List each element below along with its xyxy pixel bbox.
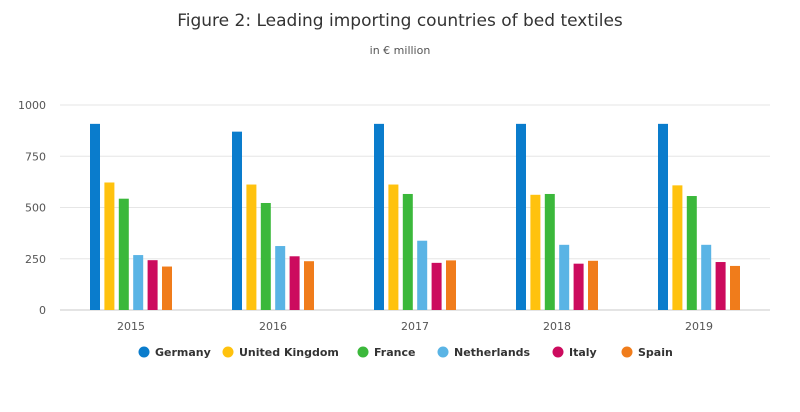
bar-netherlands-2018[interactable] [559,244,570,310]
legend[interactable]: Germany United Kingdom France Netherlands It… [138,346,673,359]
x-tick-label: 2019 [685,320,713,333]
y-axis-ticks: 0 250 500 750 1000 [18,99,46,317]
bar-italy-2015[interactable] [147,260,158,310]
legend-marker [357,346,369,358]
legend-label: Spain [638,346,673,359]
legend-marker [621,346,633,358]
legend-marker [138,346,150,358]
y-tick-label: 500 [25,202,46,215]
legend-item-netherlands[interactable]: Netherlands [437,346,531,359]
legend-marker [437,346,449,358]
bar-spain-2018[interactable] [588,260,598,310]
legend-label: France [374,346,415,359]
bar-united-kingdom-2015[interactable] [104,182,115,310]
legend-label: Netherlands [454,346,531,359]
legend-label: Germany [155,346,211,359]
bar-france-2018[interactable] [544,193,555,310]
chart-title: Figure 2: Leading importing countries of… [177,11,623,31]
bar-netherlands-2019[interactable] [701,244,712,310]
chart-subtitle: in € million [370,44,431,57]
legend-item-germany[interactable]: Germany [138,346,211,359]
y-tick-label: 750 [25,150,46,163]
bar-germany-2017[interactable] [374,123,384,310]
bar-united-kingdom-2017[interactable] [388,184,399,310]
bar-italy-2016[interactable] [289,256,300,310]
bar-spain-2015[interactable] [162,266,172,310]
bars [90,123,740,310]
legend-item-united-kingdom[interactable]: United Kingdom [222,346,339,359]
legend-item-france[interactable]: France [357,346,416,359]
bar-italy-2017[interactable] [431,262,442,310]
legend-marker [552,346,564,358]
x-tick-label: 2016 [259,320,287,333]
bar-united-kingdom-2018[interactable] [530,194,541,310]
bar-netherlands-2017[interactable] [417,240,428,310]
x-tick-label: 2015 [117,320,145,333]
bar-spain-2019[interactable] [730,265,740,310]
x-axis-ticks: 2015 2016 2017 2018 2019 [117,320,713,333]
y-tick-label: 1000 [18,99,46,112]
bar-france-2015[interactable] [118,198,129,310]
legend-label: Italy [569,346,597,359]
bar-united-kingdom-2019[interactable] [672,185,683,310]
bar-spain-2017[interactable] [446,260,456,310]
bar-france-2019[interactable] [686,196,697,310]
bar-united-kingdom-2016[interactable] [246,184,257,310]
y-tick-label: 250 [25,253,46,266]
legend-label: United Kingdom [239,346,339,359]
bar-france-2017[interactable] [402,193,413,310]
x-tick-label: 2018 [543,320,571,333]
bar-germany-2016[interactable] [232,131,242,310]
bar-italy-2018[interactable] [573,263,584,310]
legend-item-italy[interactable]: Italy [552,346,597,359]
bar-italy-2019[interactable] [715,262,726,310]
bar-france-2016[interactable] [260,202,271,310]
x-tick-label: 2017 [401,320,429,333]
bar-netherlands-2016[interactable] [275,246,286,310]
bar-germany-2015[interactable] [90,123,100,310]
bar-spain-2016[interactable] [304,261,314,310]
bar-germany-2018[interactable] [516,123,526,310]
gridlines [60,104,770,311]
y-tick-label: 0 [39,304,46,317]
legend-marker [222,346,234,358]
legend-item-spain[interactable]: Spain [621,346,673,359]
bar-netherlands-2015[interactable] [133,255,144,310]
bar-germany-2019[interactable] [658,123,668,310]
